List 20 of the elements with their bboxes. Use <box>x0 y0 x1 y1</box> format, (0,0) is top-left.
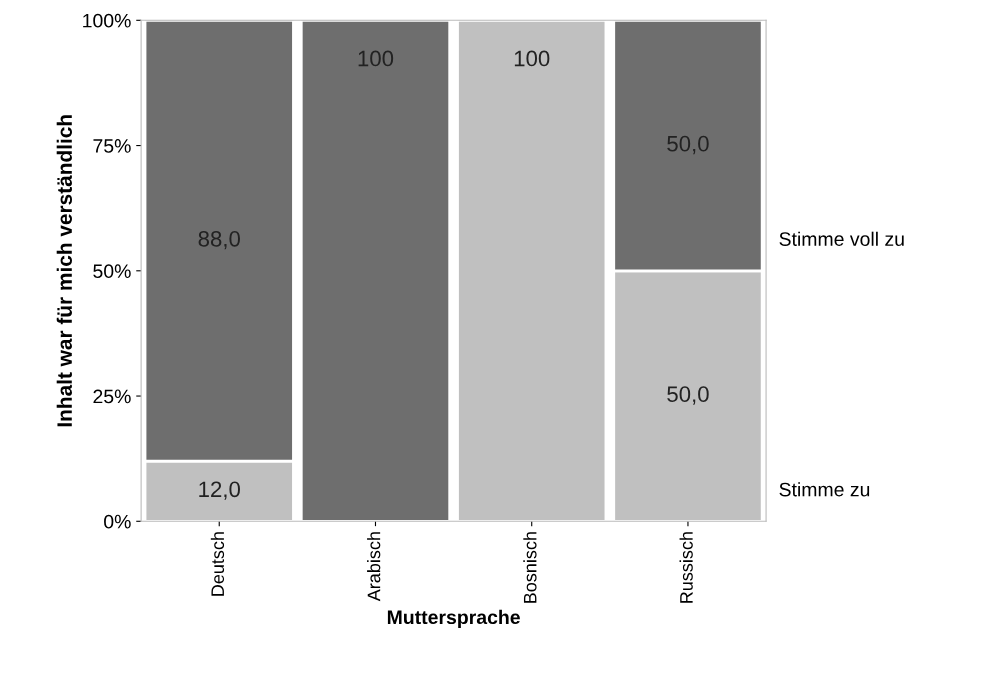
x-axis-title: Muttersprache <box>387 609 520 628</box>
y-axis-title: Inhalt war für mich verständlich <box>56 115 72 427</box>
bar <box>299 20 452 522</box>
x-tick-label: Russisch <box>679 532 693 603</box>
data-label: 50,0 <box>667 386 709 405</box>
data-label: 100 <box>514 50 550 67</box>
x-tick-label: Deutsch <box>210 532 225 596</box>
x-tick-label: Arabisch <box>367 532 381 602</box>
y-tick-label: 100% <box>83 13 131 28</box>
data-label: 12,0 <box>199 481 240 500</box>
series-label: Stimme zu <box>779 482 870 497</box>
y-tick-label: 75% <box>93 139 131 153</box>
y-tick-label: 50% <box>93 264 131 279</box>
series-label: Stimme voll zu <box>779 231 904 246</box>
data-label: 100 <box>358 50 394 67</box>
y-tick-label: 0% <box>104 514 131 529</box>
data-label: 88,0 <box>198 230 240 250</box>
y-tick-label: 25% <box>93 389 131 404</box>
x-tick-label: Bosnisch <box>523 532 537 603</box>
data-label: 50,0 <box>667 135 709 155</box>
